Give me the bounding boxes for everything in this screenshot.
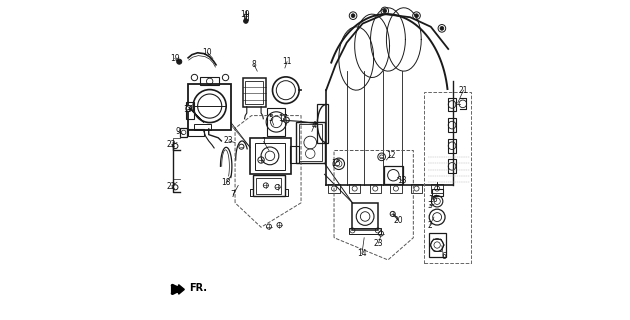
Circle shape	[380, 155, 384, 159]
Text: 22: 22	[167, 181, 176, 190]
Text: 11: 11	[282, 57, 292, 66]
Text: 2: 2	[428, 220, 432, 229]
Text: 1: 1	[261, 137, 266, 146]
Text: 8: 8	[252, 60, 256, 69]
Text: 3: 3	[427, 202, 432, 211]
Bar	[432, 184, 443, 193]
Bar	[352, 203, 378, 230]
FancyArrow shape	[171, 285, 185, 294]
Text: 13: 13	[398, 176, 407, 185]
Bar	[290, 146, 299, 163]
Text: 14: 14	[357, 249, 367, 258]
Bar	[188, 84, 231, 130]
Bar	[370, 184, 381, 193]
Bar	[328, 184, 340, 193]
Text: 23: 23	[374, 239, 383, 248]
Bar	[253, 175, 285, 196]
Circle shape	[351, 14, 355, 18]
Bar	[250, 138, 291, 174]
Text: 22: 22	[167, 140, 176, 149]
Text: 9: 9	[176, 127, 180, 136]
Bar	[448, 98, 456, 111]
Bar	[349, 184, 360, 193]
Circle shape	[186, 106, 192, 111]
Bar	[448, 159, 456, 173]
Text: 21: 21	[459, 86, 468, 95]
Circle shape	[440, 27, 444, 30]
Bar	[384, 166, 403, 184]
Text: 18: 18	[221, 178, 231, 187]
Circle shape	[284, 117, 289, 123]
Text: 19: 19	[170, 54, 180, 63]
Text: 15: 15	[331, 159, 340, 168]
Text: 16: 16	[428, 195, 438, 204]
Circle shape	[415, 14, 418, 18]
Bar	[180, 128, 187, 137]
Bar	[432, 188, 442, 196]
Bar	[448, 139, 456, 153]
Bar	[448, 118, 456, 132]
Text: 6: 6	[441, 252, 446, 261]
Bar	[186, 102, 193, 119]
Text: 20: 20	[393, 216, 403, 225]
Text: 10: 10	[202, 48, 212, 57]
Text: 12: 12	[386, 151, 395, 160]
Bar	[245, 81, 263, 104]
Bar	[296, 122, 324, 163]
Bar	[411, 184, 422, 193]
Bar	[317, 105, 328, 142]
Circle shape	[244, 19, 248, 23]
Text: 17: 17	[278, 114, 288, 123]
Bar	[349, 228, 381, 234]
Text: 19: 19	[240, 10, 249, 19]
Text: 17: 17	[183, 105, 193, 114]
Bar	[390, 184, 401, 193]
Text: 4: 4	[312, 121, 317, 130]
Bar	[243, 78, 265, 107]
Bar	[425, 92, 471, 263]
Text: 5: 5	[269, 114, 273, 123]
Bar	[188, 129, 204, 136]
Text: 23: 23	[224, 136, 234, 146]
Bar	[194, 124, 211, 130]
Circle shape	[383, 9, 387, 13]
Bar	[244, 14, 248, 20]
Bar	[200, 76, 219, 84]
Text: 7: 7	[231, 190, 236, 199]
Bar	[267, 108, 285, 136]
Bar	[255, 142, 285, 170]
Text: FR.: FR.	[189, 283, 207, 293]
Bar	[299, 124, 322, 161]
Circle shape	[176, 59, 182, 64]
Bar	[256, 178, 281, 194]
Bar	[428, 233, 446, 257]
